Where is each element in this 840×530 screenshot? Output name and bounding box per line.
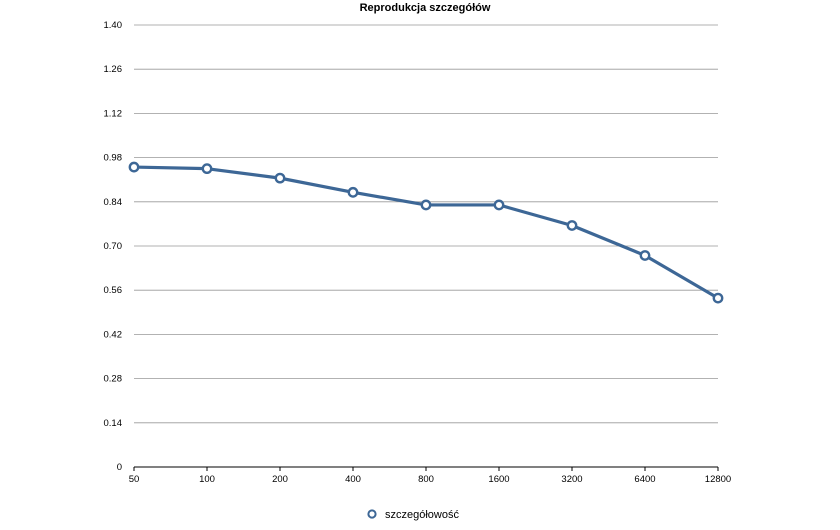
x-tick-label: 6400 [634, 474, 655, 485]
x-tick-label: 50 [129, 474, 140, 485]
data-point [420, 199, 432, 211]
data-point [712, 292, 724, 304]
data-point [639, 250, 651, 261]
y-axis-ticks: 0 0.14 0.28 0.42 0.56 0.70 0.84 0.98 1.12 1.26 1.4… [104, 20, 123, 473]
y-tick-label: 0.56 [104, 285, 123, 296]
legend-label: szczegółowość [385, 509, 459, 521]
data-point [566, 220, 578, 231]
y-tick-label: 0.70 [104, 241, 123, 252]
y-tick-label: 0.42 [104, 329, 123, 340]
y-tick-label: 0.98 [104, 153, 123, 164]
grid-lines [134, 24, 718, 468]
y-tick-label: 0 [117, 462, 122, 473]
y-tick-label: 1.40 [104, 20, 123, 31]
legend-marker-icon [367, 509, 377, 519]
x-tick-label: 800 [418, 474, 434, 485]
x-tick-label: 12800 [705, 474, 731, 485]
data-point [128, 161, 140, 173]
x-tick-label: 200 [272, 474, 288, 485]
x-tick-label: 1600 [488, 474, 509, 485]
y-tick-label: 1.12 [104, 108, 123, 119]
data-point [493, 199, 505, 211]
data-point [201, 163, 213, 175]
x-tick-label: 100 [199, 474, 215, 485]
data-point [274, 172, 286, 184]
x-axis-ticks: 50 100 200 400 800 1600 3200 6400 12800 [129, 467, 731, 485]
series-line [132, 165, 720, 300]
y-tick-label: 1.26 [104, 64, 123, 75]
series-group [128, 161, 724, 304]
y-tick-label: 0.14 [104, 418, 123, 429]
x-tick-label: 400 [345, 474, 361, 485]
data-point [347, 186, 359, 198]
legend: szczegółowość [367, 509, 459, 521]
x-tick-label: 3200 [561, 474, 582, 485]
chart-title: Reprodukcja szczegółów [360, 2, 491, 14]
y-tick-label: 0.84 [104, 197, 123, 208]
y-tick-label: 0.28 [104, 374, 123, 385]
